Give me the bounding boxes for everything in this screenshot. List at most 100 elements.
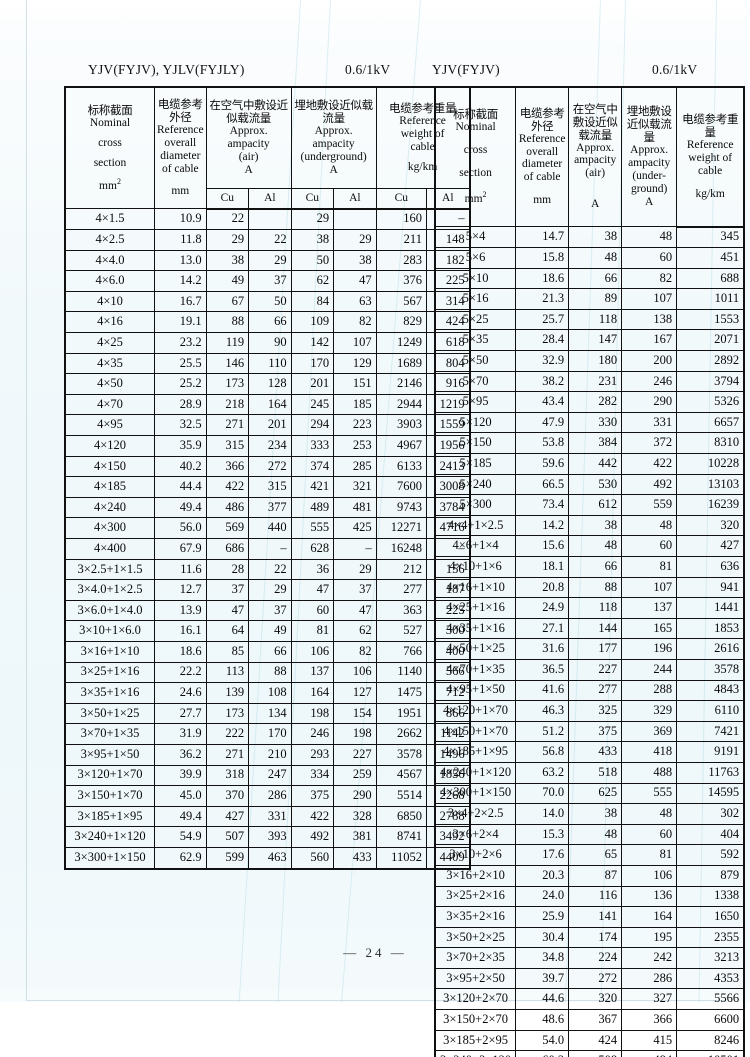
cell-air-cu: 599	[205, 846, 250, 870]
cell-overall-diameter: 44.4	[154, 476, 207, 498]
cell-air-al: 22	[248, 558, 292, 581]
cell-overall-diameter: 24.0	[515, 885, 570, 908]
cell-underground-cu: 198	[290, 702, 335, 725]
cell-underground-al: 381	[333, 826, 377, 848]
cell-overall-diameter: 32.9	[515, 350, 570, 372]
cell-overall-diameter: 56.8	[515, 741, 570, 763]
cell-ampacity-air: 48	[568, 535, 623, 557]
cell-ampacity-air: 330	[568, 411, 623, 434]
cell-air-cu: 686	[205, 538, 250, 560]
cell-underground-cu: 560	[290, 846, 335, 870]
cell-overall-diameter: 51.2	[515, 720, 570, 743]
cell-ampacity-underground: 488	[621, 761, 678, 784]
cell-nominal-section: 3×50+1×25	[64, 702, 155, 725]
subcol-weight-cu: Cu	[375, 187, 427, 210]
cell-ampacity-air: 231	[568, 370, 623, 393]
cell-overall-diameter: 67.9	[154, 538, 207, 560]
cell-nominal-section: 5×10	[434, 267, 517, 290]
cell-ampacity-air: 320	[568, 988, 623, 1011]
cell-air-al: 170	[248, 723, 292, 745]
cell-ampacity-air: 375	[568, 720, 623, 743]
cell-air-cu: 49	[205, 270, 250, 292]
table-row: 4×120 35.9 315 234 333 253 4967 1956	[64, 435, 471, 457]
cell-ampacity-air: 38	[568, 225, 623, 249]
cell-reference-weight: 4843	[676, 679, 745, 702]
cell-ampacity-air: 612	[568, 494, 623, 516]
cell-nominal-section: 3×240+2×120	[434, 1050, 517, 1057]
cell-underground-cu: 294	[290, 414, 335, 437]
cell-air-cu: 88	[205, 311, 250, 334]
cell-reference-weight: 14595	[676, 782, 745, 805]
cell-air-cu: 173	[205, 702, 250, 725]
cell-reference-weight: 1650	[676, 906, 745, 928]
cell-air-cu: 47	[205, 599, 250, 622]
cell-reference-weight: 8310	[676, 432, 745, 455]
cell-underground-al: 227	[333, 743, 377, 766]
cell-reference-weight: 688	[676, 267, 745, 290]
cell-underground-cu: 50	[290, 249, 335, 272]
cell-ampacity-air: 88	[568, 576, 623, 599]
cell-weight-cu: 11052	[375, 846, 427, 870]
cell-reference-weight: 10228	[676, 453, 745, 475]
cell-reference-weight: 592	[676, 844, 745, 866]
cell-overall-diameter: 14.2	[154, 270, 207, 292]
table-row: 4×10+1×6 18.1 66 81 636	[434, 556, 745, 578]
cell-nominal-section: 5×95	[434, 391, 517, 413]
cell-reference-weight: 3794	[676, 370, 745, 393]
table-row: 3×6+2×4 15.3 48 60 404	[434, 823, 745, 846]
cell-weight-cu: 277	[375, 579, 427, 601]
left-cable-table: 标称截面 Nominal cross section mm2 电缆参考外径 Re…	[64, 86, 471, 870]
table-row: 4×25+1×16 24.9 118 137 1441	[434, 597, 745, 619]
cell-reference-weight: 2616	[676, 638, 745, 660]
cell-overall-diameter: 46.3	[515, 700, 570, 722]
cell-overall-diameter: 11.8	[154, 229, 207, 251]
cell-underground-cu: 492	[290, 826, 335, 848]
cell-ampacity-air: 508	[568, 1050, 623, 1057]
cell-underground-cu: 375	[290, 785, 335, 807]
cell-nominal-section: 5×70	[434, 370, 517, 393]
cell-overall-diameter: 13.9	[154, 599, 207, 622]
subcol-ug-al: Al	[333, 187, 377, 210]
cell-ampacity-underground: 81	[621, 556, 678, 578]
cell-nominal-section: 3×95+1×50	[64, 743, 155, 766]
cell-nominal-section: 4×4+1×2.5	[434, 514, 517, 537]
cell-air-al: 128	[248, 373, 292, 395]
cell-underground-cu: 489	[290, 496, 335, 519]
cell-weight-cu: 4567	[375, 764, 427, 787]
cell-overall-diameter: 38.2	[515, 370, 570, 393]
cell-overall-diameter: 15.3	[515, 823, 570, 846]
cell-reference-weight: 9191	[676, 741, 745, 763]
cell-ampacity-underground: 107	[621, 288, 678, 310]
cell-underground-cu: 170	[290, 352, 335, 375]
cell-reference-weight: 1553	[676, 308, 745, 331]
cell-air-al: 110	[248, 352, 292, 375]
cell-air-al: 463	[248, 846, 292, 870]
cell-nominal-section: 4×10	[64, 290, 155, 313]
cell-ampacity-underground: 60	[621, 823, 678, 846]
cell-reference-weight: 451	[676, 247, 745, 269]
cell-nominal-section: 4×35	[64, 352, 155, 375]
cell-nominal-section: 5×185	[434, 453, 517, 475]
cell-underground-al: 433	[333, 846, 377, 870]
cell-reference-weight: 6110	[676, 700, 745, 722]
cell-nominal-section: 5×240	[434, 473, 517, 496]
cell-underground-cu: 333	[290, 435, 335, 457]
cell-ampacity-air: 66	[568, 556, 623, 578]
cell-overall-diameter: 28.4	[515, 329, 570, 352]
cell-reference-weight: 941	[676, 576, 745, 599]
cell-nominal-section: 4×240	[64, 496, 155, 519]
cell-weight-cu: 1689	[375, 352, 427, 375]
cell-air-al: 440	[248, 517, 292, 539]
cell-underground-cu: 555	[290, 517, 335, 539]
cell-ampacity-air: 177	[568, 638, 623, 660]
cell-overall-diameter: 39.9	[154, 764, 207, 787]
cell-underground-al: 290	[333, 785, 377, 807]
cell-ampacity-air: 530	[568, 473, 623, 496]
cell-overall-diameter: 14.0	[515, 803, 570, 825]
cell-air-cu: 113	[205, 661, 250, 684]
cell-reference-weight: 427	[676, 535, 745, 557]
cell-reference-weight: 1441	[676, 597, 745, 619]
cell-overall-diameter: 24.9	[515, 597, 570, 619]
cell-underground-cu: 62	[290, 270, 335, 292]
cell-air-cu: 38	[205, 249, 250, 272]
